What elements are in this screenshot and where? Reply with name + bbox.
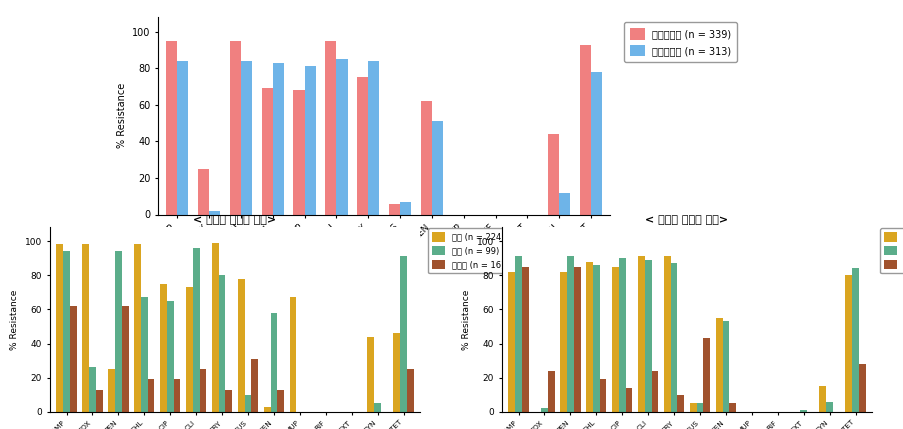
Bar <box>560 272 566 412</box>
Bar <box>166 41 177 214</box>
Legend: 돼지 (n = 212), 환경 (n = 80), 종사자 (n = 21): 돼지 (n = 212), 환경 (n = 80), 종사자 (n = 21) <box>880 228 903 273</box>
Bar <box>115 251 122 412</box>
Bar <box>251 359 258 412</box>
Bar <box>63 251 70 412</box>
Bar <box>211 243 219 412</box>
Bar <box>644 260 651 412</box>
Bar <box>225 390 232 412</box>
Bar <box>261 88 273 214</box>
Bar <box>336 59 348 214</box>
Bar <box>432 121 442 214</box>
Bar <box>388 203 400 214</box>
Bar <box>70 306 77 412</box>
Legend: 고사용농가 (n = 339), 저사용농가 (n = 313): 고사용농가 (n = 339), 저사용농가 (n = 313) <box>623 22 737 62</box>
Bar <box>400 202 411 214</box>
Title: < 항생제 고사용 농가>: < 항생제 고사용 농가> <box>193 215 276 225</box>
Bar <box>406 369 414 412</box>
Bar <box>108 369 115 412</box>
Title: < 항생제 저사용 농가>: < 항생제 저사용 농가> <box>645 215 728 225</box>
Bar <box>591 72 601 214</box>
Legend: 돼지 (n = 224), 환경 (n = 99), 종사자 (n = 16): 돼지 (n = 224), 환경 (n = 99), 종사자 (n = 16) <box>428 228 507 273</box>
Bar <box>167 301 173 412</box>
Bar <box>844 275 852 412</box>
Bar <box>592 265 599 412</box>
Bar <box>357 78 368 214</box>
Bar <box>293 90 304 214</box>
Bar <box>173 379 181 412</box>
Bar <box>559 193 570 214</box>
Bar <box>547 371 554 412</box>
Bar <box>368 337 374 412</box>
Bar <box>82 245 89 412</box>
Bar <box>229 41 241 214</box>
Bar <box>374 403 380 412</box>
Bar <box>703 338 710 412</box>
Bar <box>585 262 592 412</box>
Bar <box>186 287 192 412</box>
Bar <box>393 333 400 412</box>
Bar <box>676 395 684 412</box>
Bar <box>566 257 573 412</box>
Bar <box>277 390 284 412</box>
Bar <box>689 403 696 412</box>
Bar <box>819 386 825 412</box>
Bar <box>729 403 735 412</box>
Bar <box>670 263 676 412</box>
Bar <box>56 245 63 412</box>
Bar <box>147 379 154 412</box>
Bar <box>625 388 632 412</box>
Bar <box>599 379 606 412</box>
Bar <box>663 257 670 412</box>
Bar <box>273 63 284 214</box>
Bar <box>638 257 644 412</box>
Bar <box>160 284 167 412</box>
Bar <box>852 269 858 412</box>
Y-axis label: % Resistance: % Resistance <box>461 290 470 350</box>
Bar <box>122 306 128 412</box>
Bar <box>825 402 832 412</box>
Bar <box>200 369 206 412</box>
Bar <box>858 364 865 412</box>
Bar <box>715 318 721 412</box>
Bar <box>237 278 245 412</box>
Bar <box>573 267 580 412</box>
Bar <box>325 41 336 214</box>
Bar <box>507 272 515 412</box>
Bar <box>611 267 619 412</box>
Bar <box>651 371 657 412</box>
Bar <box>219 275 225 412</box>
Bar <box>304 66 315 214</box>
Bar <box>264 407 270 412</box>
Bar <box>721 321 729 412</box>
Bar <box>696 403 703 412</box>
Bar <box>177 61 188 214</box>
Bar <box>541 408 547 412</box>
Bar <box>289 297 296 412</box>
Bar <box>134 245 141 412</box>
Bar <box>241 61 252 214</box>
Bar <box>400 257 406 412</box>
Bar <box>245 395 251 412</box>
Bar <box>141 297 147 412</box>
Bar <box>96 390 102 412</box>
Bar <box>198 169 209 214</box>
Bar <box>547 134 559 214</box>
Bar <box>521 267 528 412</box>
Y-axis label: % Resistance: % Resistance <box>116 83 126 148</box>
Bar <box>580 45 591 214</box>
Bar <box>89 367 96 412</box>
Bar <box>420 101 432 214</box>
Bar <box>619 258 625 412</box>
Bar <box>368 61 379 214</box>
Y-axis label: % Resistance: % Resistance <box>10 290 19 350</box>
Bar <box>209 211 220 214</box>
Bar <box>192 248 200 412</box>
Bar <box>270 313 277 412</box>
Bar <box>515 257 521 412</box>
Bar <box>799 410 806 412</box>
